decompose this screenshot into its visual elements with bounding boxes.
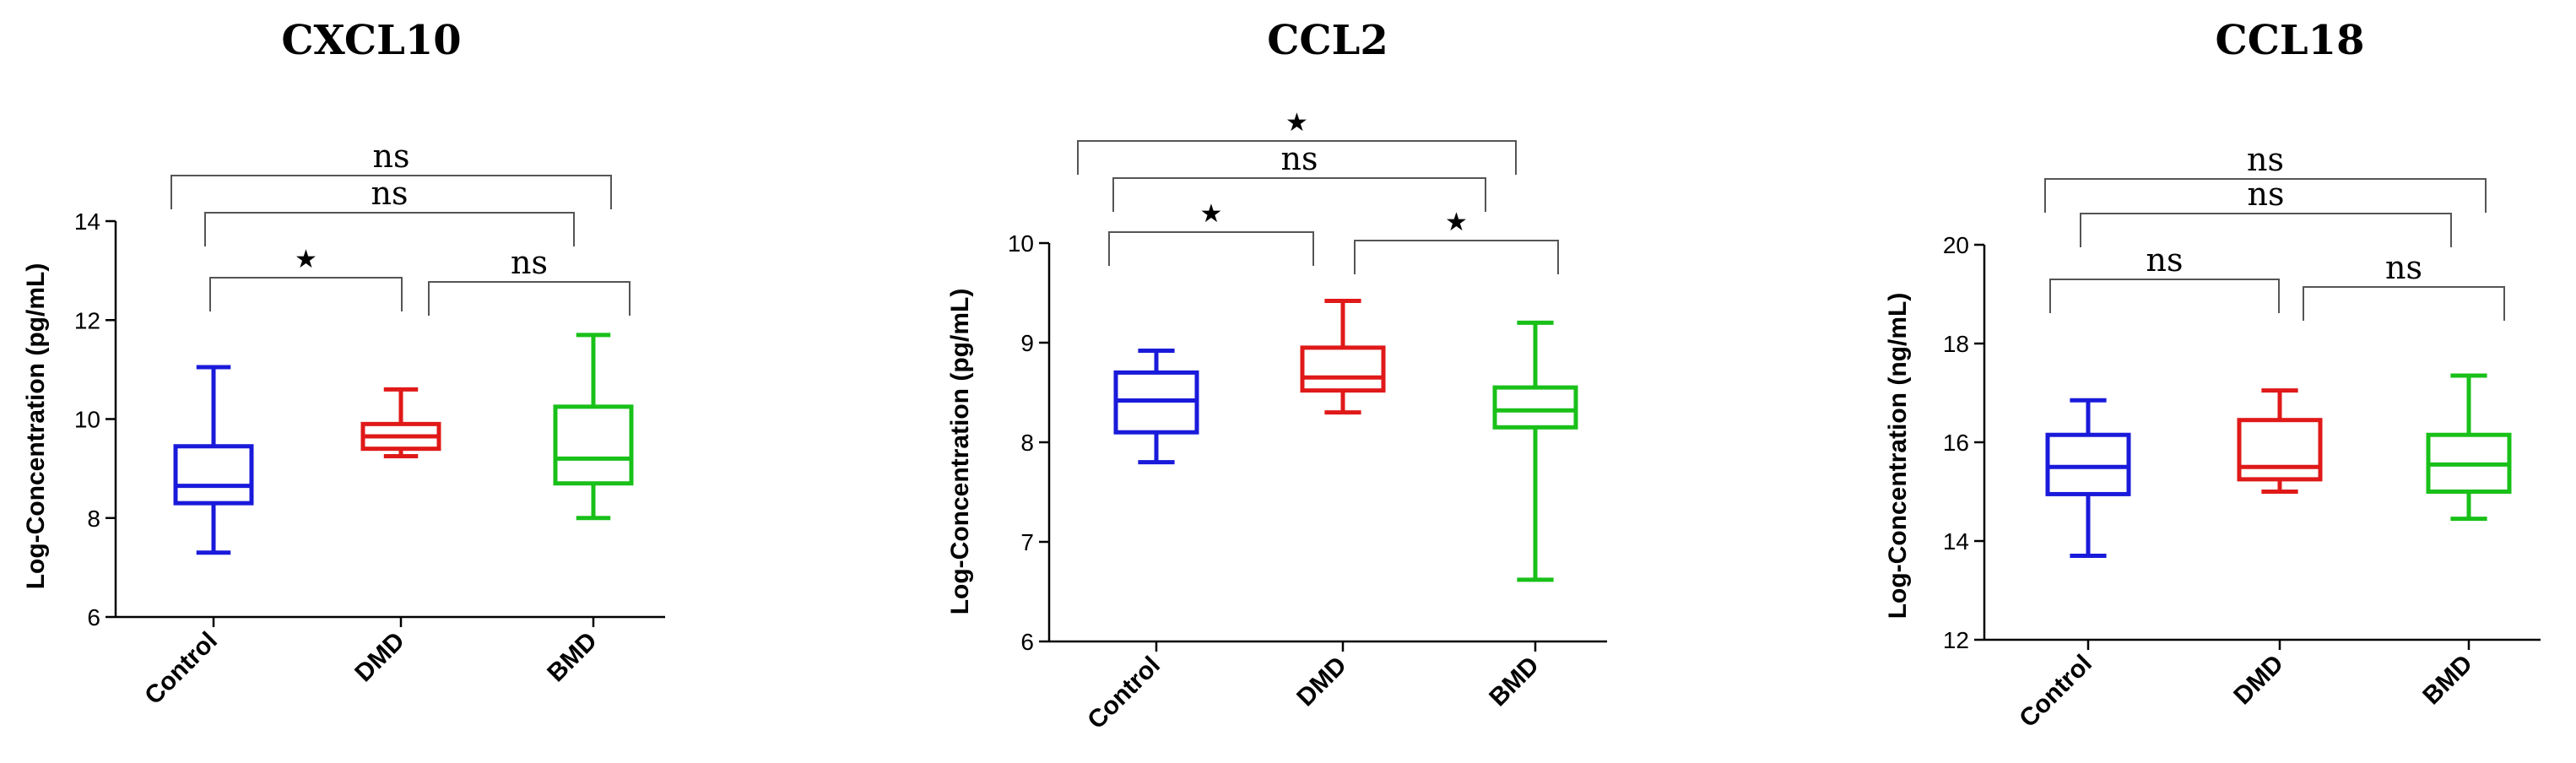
y-axis-label: Log-Concentration (pg/mL)	[946, 289, 974, 615]
x-tick-label: Control	[1082, 652, 1166, 735]
significance-label: ★	[1285, 108, 1308, 138]
y-tick-label: 14	[1943, 528, 1969, 555]
bracket-line	[428, 281, 630, 316]
bracket-line	[1077, 140, 1517, 175]
box-bmd	[1492, 320, 1578, 582]
x-tick-label: DMD	[349, 627, 410, 688]
iqr-box	[2237, 418, 2323, 482]
box-dmd	[360, 387, 441, 458]
significance-bracket: ns	[2044, 141, 2487, 213]
significance-bracket: ns	[428, 244, 630, 316]
box-dmd	[1300, 298, 1386, 415]
bracket-line	[1112, 177, 1486, 212]
significance-bracket: ★	[1108, 199, 1314, 266]
iqr-box	[553, 404, 634, 486]
significance-bracket: ns	[2303, 249, 2505, 321]
y-tick-label: 6	[87, 604, 100, 630]
y-axis-label: Log-Concentration (ng/mL)	[1884, 293, 1912, 620]
iqr-box	[1492, 385, 1578, 430]
significance-bracket: ns	[170, 138, 612, 209]
significance-bracket: ns	[2080, 176, 2452, 247]
box-dmd	[2237, 388, 2323, 494]
significance-label: ns	[2146, 241, 2184, 279]
iqr-box	[1300, 345, 1386, 393]
y-tick-label: 20	[1943, 232, 1969, 258]
bracket-line	[2049, 279, 2280, 313]
y-tick-label: 8	[1020, 430, 1034, 456]
y-tick-label: 9	[1020, 330, 1034, 356]
significance-bracket: ns	[204, 175, 575, 246]
y-tick-label: 14	[74, 208, 100, 235]
significance-bracket: ★	[1354, 208, 1559, 274]
significance-label: ★	[1445, 208, 1468, 237]
significance-bracket: ns	[1112, 140, 1486, 212]
chart-title: CCL2	[1267, 17, 1388, 64]
significance-label: ns	[373, 138, 410, 175]
bracket-line	[2080, 213, 2452, 247]
y-axis-label: Log-Concentration (pg/mL)	[22, 263, 50, 590]
bracket-line	[2044, 178, 2487, 213]
significance-bracket: ★	[209, 245, 403, 311]
box-bmd	[2426, 373, 2512, 522]
significance-label: ★	[295, 245, 317, 274]
x-tick-label: Control	[139, 627, 223, 711]
y-tick-label: 10	[1008, 230, 1034, 257]
y-tick-label: 18	[1943, 331, 1969, 357]
bracket-line	[209, 277, 403, 311]
bracket-line	[204, 212, 575, 246]
significance-label: ns	[2385, 249, 2422, 286]
y-tick-label: 12	[74, 307, 100, 333]
bracket-line	[2303, 286, 2505, 321]
significance-label: ns	[371, 175, 409, 212]
bracket-line	[1108, 231, 1314, 266]
x-tick-label: BMD	[2417, 650, 2478, 711]
y-tick-label: 7	[1020, 529, 1034, 555]
chart-title: CXCL10	[281, 17, 461, 64]
bracket-line	[170, 175, 612, 209]
y-tick-label: 16	[1943, 430, 1969, 456]
panel-ccl18: CCL18 Log-Concentration (ng/mL) 12 14 16 18…	[1884, 17, 2541, 733]
panel-ccl2: CCL2 Log-Concentration (pg/mL) 6 7 8 9 10 Con…	[946, 17, 1607, 734]
y-tick-label: 12	[1943, 627, 1969, 653]
iqr-box	[173, 444, 254, 506]
iqr-box	[2045, 432, 2131, 496]
box-control	[1113, 348, 1199, 465]
box-control	[2045, 398, 2131, 559]
x-tick-label: DMD	[2228, 650, 2289, 711]
box-bmd	[553, 333, 634, 521]
significance-label: ns	[2248, 176, 2285, 213]
significance-label: ns	[1281, 140, 1318, 177]
x-tick-label: BMD	[1484, 652, 1545, 712]
x-tick-label: Control	[2014, 650, 2097, 733]
bracket-line	[1354, 240, 1559, 274]
significance-label: ns	[2247, 141, 2284, 178]
y-tick-label: 6	[1020, 629, 1034, 655]
chart-title: CCL18	[2216, 17, 2365, 64]
significance-label: ns	[511, 244, 548, 281]
x-tick-label: BMD	[542, 627, 603, 688]
x-tick-label: DMD	[1291, 652, 1352, 712]
panel-cxcl10: CXCL10 Log-Concentration (pg/mL) 6 8 10 12 1…	[22, 17, 665, 710]
significance-bracket: ns	[2049, 241, 2280, 313]
box-control	[173, 365, 254, 555]
significance-label: ★	[1200, 199, 1223, 229]
y-tick-label: 10	[74, 407, 100, 433]
y-tick-label: 8	[87, 506, 100, 532]
significance-bracket: ★	[1077, 108, 1517, 175]
